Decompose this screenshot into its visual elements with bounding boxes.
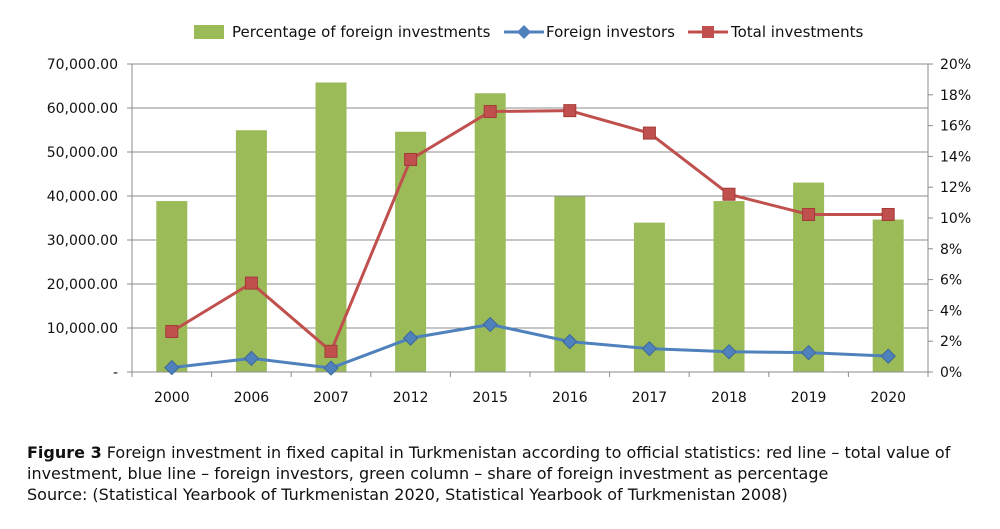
- plot-area-border: [127, 63, 933, 377]
- data-point-square: [324, 344, 338, 358]
- data-point-square: [244, 276, 258, 290]
- left-tick-label: 60,000.00: [47, 101, 118, 117]
- x-tick-label: 2007: [313, 390, 349, 406]
- bar: [713, 201, 745, 372]
- right-tick-label: 2%: [940, 334, 962, 350]
- data-point-square: [802, 207, 816, 221]
- legend-label-percentage: Percentage of foreign investments: [232, 23, 491, 41]
- data-point-diamond: [402, 330, 419, 346]
- chart: - 10,000.00 20,000.00 30,000.00 40,000.00 50,…: [47, 23, 971, 406]
- caption-source: Source: (Statistical Yearbook of Turkmen…: [27, 485, 788, 504]
- left-tick-label: -: [113, 365, 118, 381]
- right-tick-label: 16%: [940, 119, 971, 135]
- x-tick-label: 2019: [791, 390, 827, 406]
- right-tick-label: 0%: [940, 365, 962, 381]
- x-tick-label: 2020: [870, 390, 906, 406]
- right-tick-label: 4%: [940, 303, 962, 319]
- left-tick-label: 50,000.00: [47, 145, 118, 161]
- right-tick-label: 12%: [940, 180, 971, 196]
- figure-label: Figure 3: [27, 443, 102, 462]
- legend-label-total-investments: Total investments: [730, 23, 864, 41]
- bar: [156, 201, 188, 372]
- data-point-square: [404, 152, 418, 166]
- legend-swatch-bar: [194, 25, 224, 39]
- data-point-square: [483, 105, 497, 119]
- x-tick-label: 2000: [154, 390, 190, 406]
- x-tick-label: 2006: [234, 390, 270, 406]
- line-series: [164, 104, 896, 376]
- bar: [872, 219, 904, 372]
- left-tick-label: 40,000.00: [47, 189, 118, 205]
- right-tick-label: 20%: [940, 57, 971, 73]
- data-point-diamond: [800, 344, 817, 361]
- left-tick-label: 70,000.00: [47, 57, 118, 73]
- figure-caption: Figure 3 Foreign investment in fixed cap…: [27, 442, 987, 505]
- right-axis-ticks: 0% 2% 4% 6% 8% 10% 12% 14% 16% 18% 20%: [940, 57, 971, 381]
- data-point-square: [642, 126, 656, 140]
- left-axis-ticks: - 10,000.00 20,000.00 30,000.00 40,000.00 50,…: [47, 57, 118, 381]
- x-tick-label: 2017: [632, 390, 668, 406]
- x-tick-label: 2012: [393, 390, 429, 406]
- data-point-diamond: [164, 359, 180, 376]
- legend: Percentage of foreign investments Foreign…: [194, 23, 864, 41]
- data-point-diamond: [721, 344, 737, 360]
- data-point-square: [563, 104, 577, 118]
- data-point-diamond: [562, 333, 578, 350]
- left-tick-label: 30,000.00: [47, 233, 118, 249]
- x-axis-ticks: 2000 2006 2007 2012 2015 2016 2017 2018 2019 2020: [154, 390, 906, 406]
- legend-marker-square: [702, 26, 714, 38]
- right-tick-label: 8%: [940, 242, 962, 258]
- data-point-diamond: [243, 350, 260, 367]
- data-point-diamond: [641, 340, 658, 357]
- data-point-diamond: [880, 348, 896, 364]
- x-tick-label: 2015: [472, 390, 508, 406]
- bar: [235, 130, 267, 372]
- data-point-diamond: [482, 316, 498, 333]
- legend-label-foreign-investors: Foreign investors: [546, 23, 675, 41]
- caption-text: Foreign investment in fixed capital in T…: [27, 443, 951, 483]
- left-tick-label: 10,000.00: [47, 321, 118, 337]
- right-tick-label: 14%: [940, 149, 971, 165]
- data-point-square: [165, 325, 179, 339]
- x-tick-label: 2016: [552, 390, 588, 406]
- right-tick-label: 18%: [940, 88, 971, 104]
- data-point-diamond: [323, 360, 339, 376]
- right-tick-label: 6%: [940, 273, 962, 289]
- x-tick-label: 2018: [711, 390, 747, 406]
- legend-marker-diamond: [517, 25, 531, 39]
- bar-series-percentage: [156, 82, 904, 372]
- left-tick-label: 20,000.00: [47, 277, 118, 293]
- series-line: [171, 322, 889, 370]
- data-point-square: [881, 207, 895, 221]
- data-point-square: [722, 187, 736, 201]
- series-line: [171, 109, 889, 353]
- right-tick-label: 10%: [940, 211, 971, 227]
